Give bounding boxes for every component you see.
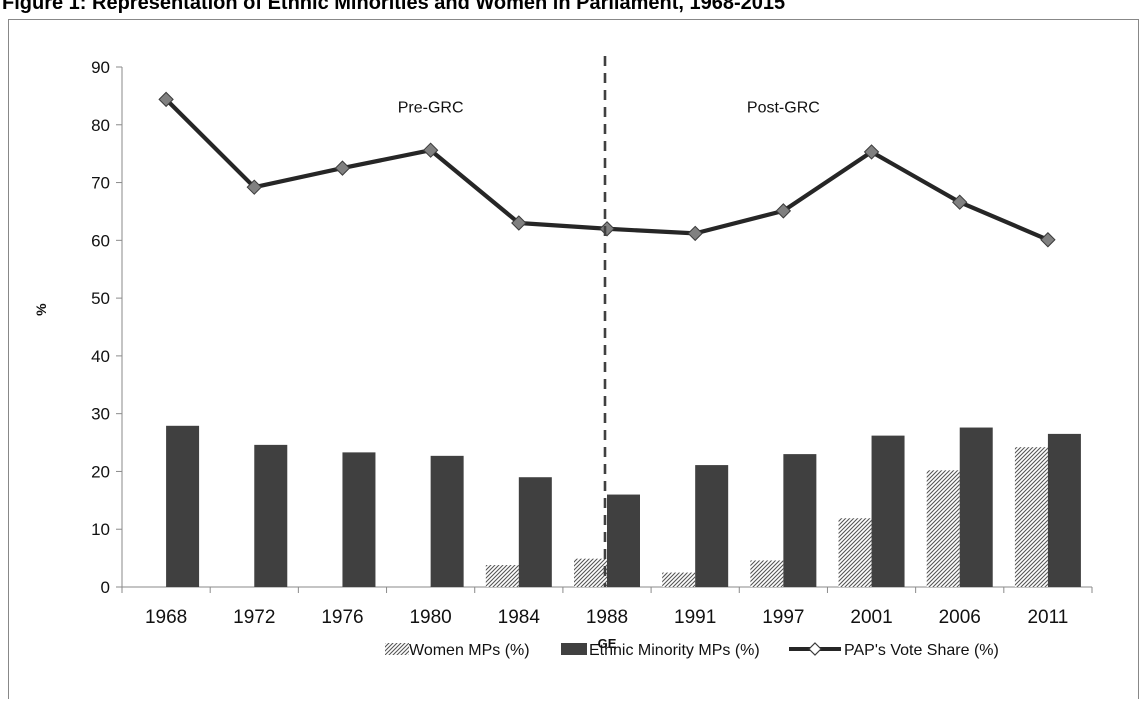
x-tick-label: 1984 [498, 607, 541, 628]
legend-ethnic-swatch [561, 643, 587, 655]
ethnic-minority-mps-bar [783, 454, 817, 587]
vote-share-point [599, 221, 615, 237]
women-mps-bar [662, 572, 696, 587]
x-tick-label: 1972 [233, 607, 275, 628]
vote-share-point [863, 144, 880, 160]
ethnic-minority-mps-bar [430, 455, 464, 587]
legend-women-swatch [385, 643, 409, 655]
women-mps-bar [926, 470, 960, 587]
vote-share-point [246, 179, 262, 195]
ethnic-minority-mps-bar [959, 427, 993, 587]
x-tick-label: 1991 [674, 607, 716, 628]
ethnic-minority-mps-bar [607, 494, 640, 587]
ethnic-minority-mps-bar [695, 465, 729, 587]
vote-share-point [687, 225, 703, 242]
y-tick-label: 90 [91, 58, 110, 77]
vote-share-point [158, 91, 174, 108]
x-tick-label: 1988 [586, 607, 628, 628]
ethnic-minority-mps-bar [1047, 433, 1081, 587]
chart-frame [8, 19, 1139, 699]
legend: Women MPs (%) Ethnic Minority MPs (%) PAP'… [385, 642, 999, 659]
x-tick-label: 2001 [850, 607, 892, 628]
legend-women-label: Women MPs (%) [409, 642, 530, 659]
women-mps-bar [485, 565, 519, 587]
women-mps-bar [1014, 447, 1048, 587]
vote-share-polyline [164, 97, 1049, 242]
bars [166, 425, 1081, 587]
y-tick-label: 80 [91, 116, 110, 135]
x-tick-label: 1980 [409, 607, 451, 628]
y-tick-label: 40 [91, 347, 110, 366]
y-tick-label: 30 [91, 405, 110, 424]
chart-title: Figure 1: Representation of Ethnic Minor… [2, 0, 786, 14]
period-annotation: Post-GRC [747, 99, 820, 116]
x-tick-label: 2011 [1027, 607, 1068, 628]
vote-share-point [334, 160, 351, 176]
women-mps-bar [838, 518, 872, 587]
legend-vote-label: PAP's Vote Share (%) [844, 642, 999, 659]
x-tick-label: 1976 [321, 607, 363, 628]
x-axis-title: GE [598, 636, 617, 651]
ethnic-minority-mps-bar [871, 435, 905, 587]
x-tick-label: 1997 [762, 607, 804, 628]
legend-vote-marker [808, 642, 822, 656]
vote-share-point [422, 142, 439, 158]
ethnic-minority-mps-bar [518, 477, 552, 587]
y-axis-title: % [33, 303, 49, 316]
vote-share-point [1040, 232, 1056, 248]
legend-ethnic-label: Ethnic Minority MPs (%) [589, 642, 760, 659]
y-tick-label: 10 [91, 520, 110, 539]
y-tick-label: 60 [91, 231, 110, 250]
y-tick-label: 70 [91, 174, 110, 193]
x-tick-label: 2006 [939, 607, 981, 628]
y-tick-label: 20 [91, 462, 110, 481]
annotations: Pre-GRC Post-GRC [398, 56, 820, 587]
ethnic-minority-mps-bar [166, 425, 200, 587]
ethnic-minority-mps-bar [254, 444, 288, 587]
vote-share-point [952, 194, 968, 210]
ethnic-minority-mps-bar [342, 452, 376, 587]
x-tick-label: 1968 [145, 607, 187, 628]
vote-share-point [511, 215, 527, 231]
y-tick-label: 0 [101, 578, 110, 597]
period-annotation: Pre-GRC [398, 99, 464, 116]
y-tick-label: 50 [91, 289, 110, 308]
women-mps-bar [750, 560, 784, 587]
vote-share-line [158, 91, 1056, 248]
women-mps-bar [574, 558, 607, 587]
vote-share-point [775, 203, 792, 219]
